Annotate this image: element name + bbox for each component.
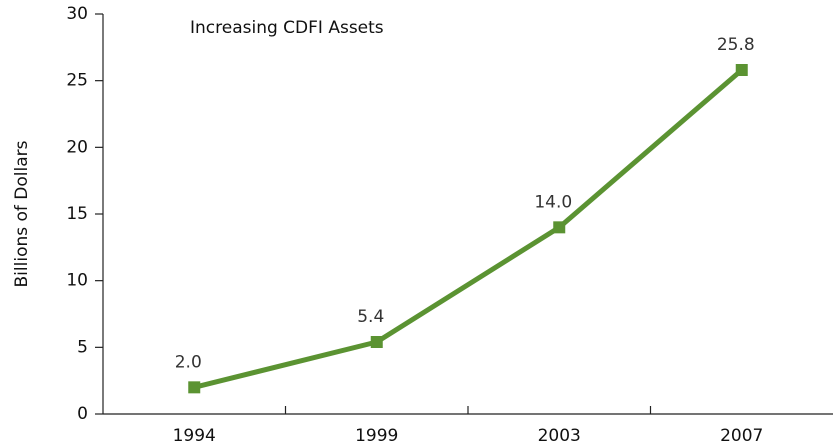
data-label: 14.0	[534, 192, 572, 212]
data-label: 25.8	[717, 35, 755, 55]
x-tick-label: 2007	[720, 426, 763, 446]
y-tick-label: 20	[66, 137, 88, 157]
data-label: 2.0	[175, 352, 202, 372]
y-axis-label: Billions of Dollars	[12, 140, 32, 287]
data-point	[553, 221, 566, 234]
data-label: 5.4	[357, 307, 384, 327]
y-tick-label: 10	[66, 271, 88, 291]
data-point	[370, 336, 383, 348]
data-point	[735, 64, 748, 76]
data-point	[188, 381, 201, 394]
data-line	[193, 68, 744, 390]
y-tick-label: 15	[66, 204, 88, 224]
chart-title: Increasing CDFI Assets	[190, 18, 384, 38]
y-tick-label: 5	[77, 337, 88, 357]
x-tick-label: 1999	[355, 426, 398, 446]
x-tick-label: 2003	[538, 426, 581, 446]
x-tick-label: 1994	[173, 426, 216, 446]
y-tick-label: 25	[66, 71, 88, 91]
y-tick-label: 0	[77, 404, 88, 424]
y-tick-label: 30	[66, 4, 88, 24]
